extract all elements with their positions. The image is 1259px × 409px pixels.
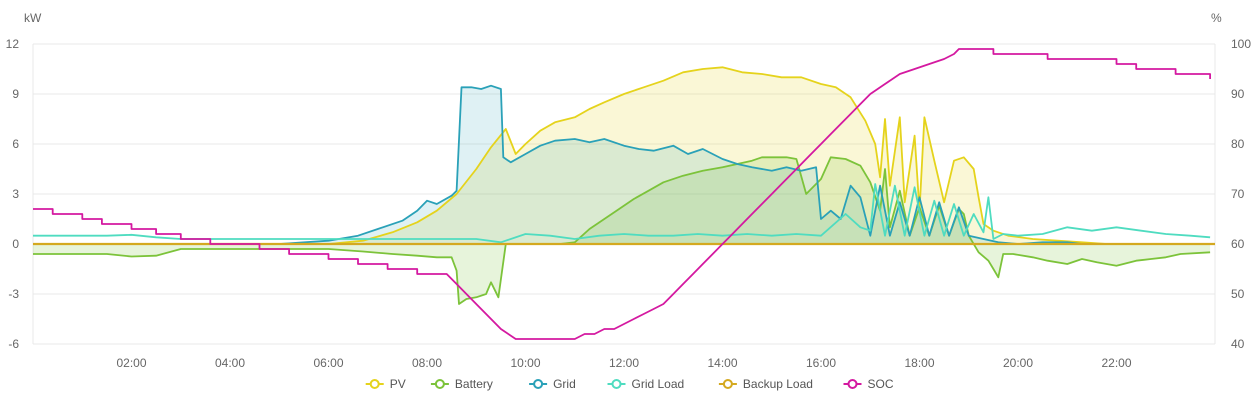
legend-item-pv[interactable]: PV [365, 377, 406, 391]
x-tick-label: 20:00 [1003, 356, 1033, 370]
grid-load-series-line [33, 183, 1211, 244]
y-left-tick-label: 9 [12, 87, 19, 101]
legend-item-grid-load[interactable]: Grid Load [607, 377, 685, 391]
y-right-tick-label: 70 [1231, 187, 1245, 201]
legend-item-battery[interactable]: Battery [430, 377, 493, 391]
y-left-tick-label: -3 [8, 287, 19, 301]
y-right-tick-label: 40 [1231, 337, 1245, 351]
legend[interactable]: PV Battery Grid Grid Load Backup Load SOC [365, 377, 894, 391]
y-right-tick-label: 90 [1231, 87, 1245, 101]
y-left-tick-label: -6 [8, 337, 19, 351]
battery-area [33, 157, 1211, 304]
x-tick-label: 02:00 [116, 356, 146, 370]
y-right-tick-label: 50 [1231, 287, 1245, 301]
x-tick-label: 08:00 [412, 356, 442, 370]
x-tick-label: 14:00 [707, 356, 737, 370]
soc-series-line [33, 48, 1211, 340]
x-tick-label: 22:00 [1101, 356, 1131, 370]
legend-swatch-marker [847, 379, 858, 389]
legend-swatch-marker [722, 379, 733, 389]
right-axis-unit: % [1211, 11, 1222, 25]
pv-series-line [33, 66, 1215, 245]
battery-series-line [33, 156, 1211, 305]
x-tick-label: 18:00 [904, 356, 934, 370]
legend-item-backup-load[interactable]: Backup Load [718, 377, 813, 391]
y-right-tick-label: 60 [1231, 237, 1245, 251]
legend-item-soc[interactable]: SOC [843, 377, 894, 391]
legend-label: Grid [553, 377, 576, 391]
legend-label: PV [390, 377, 406, 391]
x-tick-label: 16:00 [806, 356, 836, 370]
pv-area [33, 67, 1215, 244]
legend-swatch-marker [533, 379, 544, 389]
left-axis-unit: kW [24, 11, 42, 25]
legend-item-grid[interactable]: Grid [529, 377, 576, 391]
legend-swatch-marker [369, 379, 380, 389]
legend-label: Grid Load [632, 377, 685, 391]
y-left-tick-label: 6 [12, 137, 19, 151]
x-tick-label: 04:00 [215, 356, 245, 370]
y-right-tick-label: 80 [1231, 137, 1245, 151]
legend-label: SOC [868, 377, 894, 391]
legend-label: Backup Load [743, 377, 813, 391]
y-left-tick-label: 0 [12, 237, 19, 251]
x-tick-label: 06:00 [313, 356, 343, 370]
y-right-tick-label: 100 [1231, 37, 1251, 51]
axes: kW % -6 -3 0 3 6 9 12 40 50 60 70 80 90 100 02:00 04:00… [6, 11, 1252, 370]
y-left-tick-label: 3 [12, 187, 19, 201]
x-tick-label: 12:00 [609, 356, 639, 370]
y-left-tick-label: 12 [6, 37, 20, 51]
legend-swatch-marker [434, 379, 445, 389]
series-lines [33, 48, 1215, 340]
grid-series-line [33, 84, 1215, 245]
series-fills [33, 67, 1215, 304]
legend-swatch-marker [611, 379, 622, 389]
x-tick-label: 10:00 [510, 356, 540, 370]
legend-label: Battery [455, 377, 493, 391]
